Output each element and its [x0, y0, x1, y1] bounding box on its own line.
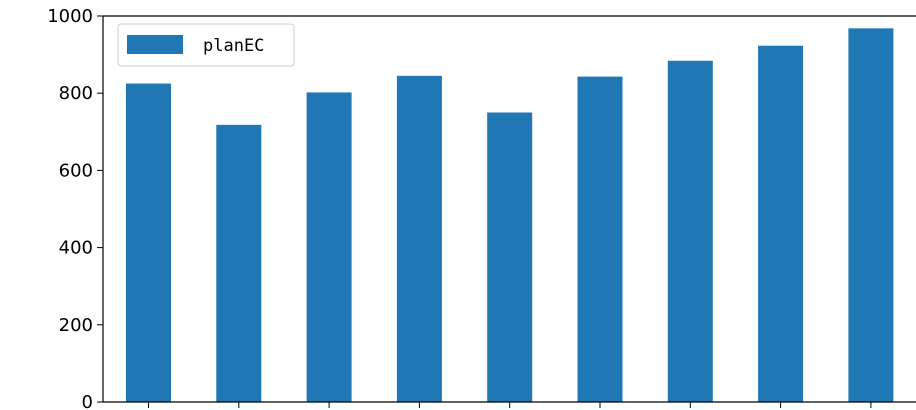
y-tick-label-3: 600 [59, 160, 93, 181]
bars-layer [126, 28, 894, 403]
legend-swatch [127, 35, 183, 54]
y-tick-label-5: 1000 [47, 6, 93, 27]
bar-3 [396, 75, 442, 402]
legend-label: planEC [203, 36, 264, 56]
bar-5 [577, 76, 623, 402]
bar-8 [848, 28, 894, 402]
y-tick-label-2: 400 [59, 238, 93, 259]
bar-2 [306, 92, 352, 403]
bar-4 [487, 112, 533, 402]
axes: 0 200 400 600 800 1000 [47, 6, 916, 410]
legend: planEC [117, 23, 295, 67]
y-tick-label-1: 200 [59, 315, 93, 336]
y-tick-label-4: 800 [59, 83, 93, 104]
bar-1 [216, 124, 262, 402]
bar-7 [758, 45, 804, 402]
bar-6 [667, 60, 713, 402]
bar-0 [126, 83, 171, 403]
y-tick-label-0: 0 [82, 392, 93, 410]
legend-box [117, 23, 295, 67]
